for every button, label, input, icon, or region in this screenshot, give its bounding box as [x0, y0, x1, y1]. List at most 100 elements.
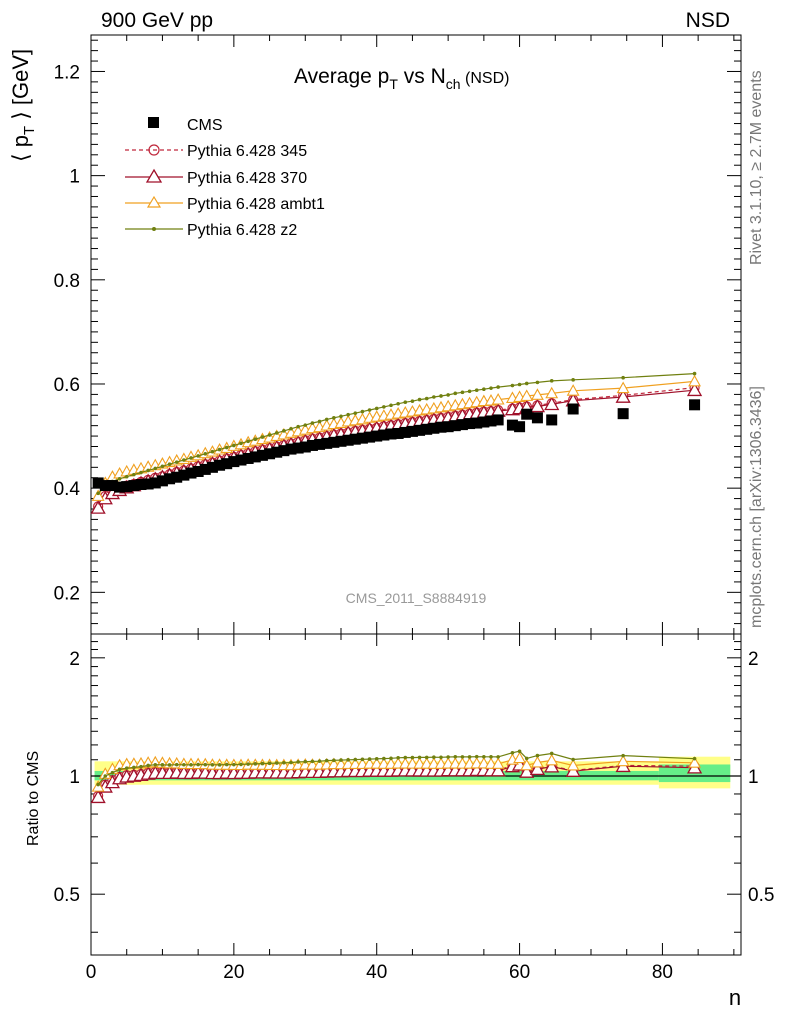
point-z2: [303, 423, 308, 427]
point-z2: [439, 394, 443, 398]
point-z2: [324, 417, 329, 422]
legend-marker-cms: [148, 117, 159, 128]
ratio-point-z2: [510, 750, 515, 755]
point-cms: [92, 477, 104, 489]
point-cms: [421, 423, 433, 435]
point-cms: [406, 425, 418, 437]
ratio-point-z2: [482, 754, 486, 759]
point-z2: [467, 389, 472, 394]
ratio-point-z2: [253, 762, 258, 766]
point-cms: [464, 418, 476, 430]
header-left: 900 GeV pp: [101, 9, 213, 32]
point-cms: [235, 454, 247, 466]
point-z2: [496, 385, 500, 389]
ratio-point-z2: [182, 762, 186, 767]
point-z2: [132, 472, 136, 477]
point-z2: [310, 421, 315, 425]
ratio-point-z2: [535, 753, 540, 758]
point-z2: [432, 395, 436, 399]
point-cms: [249, 451, 261, 463]
point-cms: [299, 441, 311, 453]
point-cms: [442, 421, 454, 433]
point-cms: [292, 442, 304, 454]
point-cms: [114, 481, 126, 493]
ratio-point-370: [90, 789, 106, 804]
point-cms: [242, 452, 254, 464]
point-z2: [339, 414, 343, 419]
point-cms: [428, 422, 440, 434]
point-ambt1: [530, 388, 544, 400]
legend-label-cms: CMS: [187, 117, 223, 134]
point-z2: [403, 400, 408, 405]
point-cms: [478, 416, 490, 428]
ratio-point-z2: [196, 762, 200, 767]
point-cms: [121, 481, 133, 493]
ratio-point-z2: [296, 760, 300, 764]
ratio-point-370: [490, 762, 506, 777]
point-cms: [449, 420, 461, 432]
legend-marker-345: [148, 144, 160, 156]
point-z2: [453, 391, 458, 396]
point-cms: [256, 449, 268, 461]
ratio-point-z2: [239, 762, 243, 767]
point-z2: [360, 409, 365, 414]
ratio-point-z2: [210, 762, 215, 767]
ratio-point-z2: [389, 756, 393, 761]
ratio-point-z2: [424, 755, 429, 760]
x-tick-label: 20: [223, 962, 244, 983]
ratio-point-ambt1: [688, 756, 702, 768]
point-cms: [371, 430, 383, 442]
series-line-370: [97, 389, 695, 509]
point-z2: [367, 408, 372, 412]
ratio-point-370: [565, 763, 581, 777]
point-cms: [278, 445, 290, 457]
ratio-point-z2: [203, 762, 208, 767]
ratio-point-z2: [410, 755, 415, 760]
ratio-point-z2: [246, 762, 250, 766]
point-z2: [524, 381, 529, 386]
x-tick-label: 40: [366, 962, 387, 983]
point-cms: [264, 448, 276, 460]
chart-title: Average pT vs Nch (NSD): [294, 65, 509, 92]
point-cms: [392, 427, 404, 439]
point-z2: [474, 388, 479, 393]
y-tick-label: 0.4: [54, 479, 81, 500]
ratio-point-z2: [367, 757, 372, 761]
point-z2: [174, 460, 179, 464]
ratio-tick-label-left: 0.5: [54, 885, 80, 906]
series-layer: [90, 371, 703, 514]
y-tick-label: 1: [69, 167, 80, 188]
point-cms: [349, 433, 361, 445]
point-z2: [332, 416, 336, 420]
ratio-point-z2: [124, 766, 129, 770]
point-z2: [239, 441, 243, 446]
ratio-point-z2: [692, 756, 697, 761]
point-z2: [274, 431, 279, 435]
point-z2: [167, 462, 172, 466]
ratio-point-z2: [267, 761, 272, 766]
point-370: [686, 382, 703, 397]
ratio-point-z2: [417, 755, 422, 760]
point-z2: [153, 466, 158, 471]
point-z2: [489, 386, 493, 390]
ratio-point-ambt1: [545, 753, 559, 766]
point-z2: [549, 379, 554, 383]
legend-label-ambt1: Pythia 6.428 ambt1: [187, 196, 325, 213]
point-z2: [296, 424, 300, 429]
point-370: [90, 500, 106, 514]
ratio-point-z2: [260, 761, 265, 766]
ratio-y-axis-label: Ratio to CMS: [25, 751, 42, 846]
point-z2: [389, 403, 393, 408]
ratio-point-z2: [174, 762, 179, 767]
ratio-point-370: [529, 761, 546, 775]
point-cms: [378, 429, 390, 441]
point-cms: [342, 434, 354, 446]
point-cms: [521, 408, 533, 420]
ratio-point-z2: [517, 749, 522, 754]
ratio-point-z2: [332, 758, 336, 763]
point-z2: [517, 382, 522, 387]
point-cms: [99, 480, 111, 492]
ratio-tick-label-right: 2: [748, 649, 759, 670]
ratio-point-z2: [274, 761, 279, 765]
